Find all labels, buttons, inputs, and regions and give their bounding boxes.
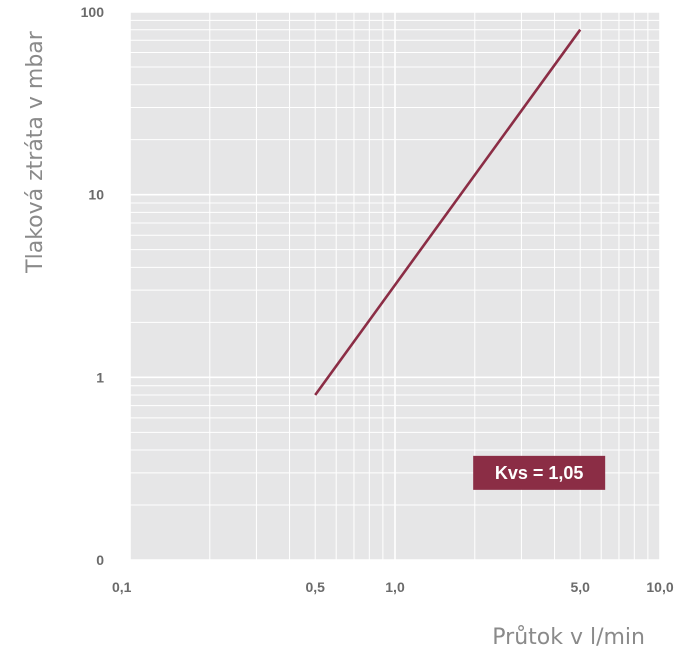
y-tick-labels: 0 1 10 100 [81,4,105,568]
x-tick-label: 5,0 [570,579,590,595]
kvs-annotation-box [473,455,606,490]
x-tick-label: 1,0 [385,579,405,595]
series-layer [314,28,582,396]
kvs-annotation-label: Kvs = 1,05 [495,463,584,483]
x-tick-label: 0,5 [305,579,325,595]
y-tick-label: 100 [81,4,105,20]
y-tick-label: 10 [88,187,104,203]
x-tick-label: 10,0 [646,579,673,595]
y-tick-label: 1 [96,369,104,385]
y-tick-label: 0 [96,552,104,568]
x-axis-title: Průtok v l/min [492,625,645,650]
x-tick-label: 0,1 [112,579,132,595]
x-tick-labels: 0,1 0,5 1,0 5,0 10,0 [112,579,674,595]
annotation-layer: Kvs = 1,05 [473,455,606,490]
y-axis-title: Tlaková ztráta v mbar [23,30,48,274]
data-series-line [314,28,582,396]
